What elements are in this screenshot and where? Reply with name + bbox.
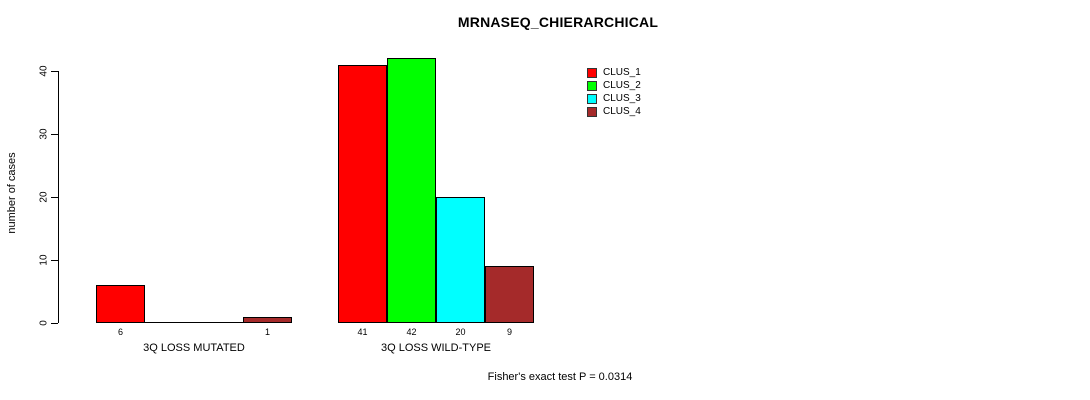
legend-item-clus_4: CLUS_4: [587, 105, 641, 118]
group-label: 3Q LOSS MUTATED: [143, 342, 245, 354]
fisher-test-annotation: Fisher's exact test P = 0.0314: [487, 371, 633, 383]
y-axis-tick: [51, 260, 58, 261]
bar-clus_2-group2: [387, 58, 436, 323]
zero-height-bar-clus_2-group1: [145, 322, 194, 323]
legend-swatch-icon: [587, 67, 597, 78]
y-axis-tick-label: 0: [38, 320, 50, 326]
legend-label: CLUS_4: [603, 106, 641, 117]
bar-value-label: 41: [357, 327, 368, 337]
legend-item-clus_1: CLUS_1: [587, 66, 641, 79]
bar-clus_1-group1: [96, 285, 145, 323]
bar-clus_4-group2: [485, 266, 534, 323]
zero-height-bar-clus_3-group1: [194, 322, 243, 323]
legend-item-clus_3: CLUS_3: [587, 92, 641, 105]
y-axis-tick-label: 40: [38, 65, 50, 77]
bar-clus_3-group2: [436, 197, 485, 323]
y-axis-tick: [51, 134, 58, 135]
legend-swatch-icon: [587, 93, 597, 104]
y-axis-tick-label: 10: [38, 254, 50, 266]
legend-swatch-icon: [587, 106, 597, 117]
bar-value-label: 1: [264, 327, 270, 337]
y-axis-tick-label: 30: [38, 128, 50, 140]
y-axis-tick: [51, 71, 58, 72]
bar-value-label: 20: [455, 327, 466, 337]
bar-clus_1-group2: [338, 65, 387, 323]
legend-item-clus_2: CLUS_2: [587, 79, 641, 92]
chart-title: MRNASEQ_CHIERARCHICAL: [457, 14, 659, 30]
bar-clus_4-group1: [243, 317, 292, 323]
legend: CLUS_1 CLUS_2 CLUS_3 CLUS_4: [587, 66, 641, 118]
legend-swatch-icon: [587, 80, 597, 91]
bar-value-label: 9: [506, 327, 512, 337]
y-axis-title: number of cases: [6, 152, 18, 234]
y-axis-tick: [51, 323, 58, 324]
y-axis-tick-label: 20: [38, 191, 50, 203]
legend-label: CLUS_3: [603, 93, 641, 104]
group-label: 3Q LOSS WILD-TYPE: [380, 342, 492, 354]
legend-label: CLUS_1: [603, 67, 641, 78]
legend-label: CLUS_2: [603, 80, 641, 91]
bar-value-label: 42: [406, 327, 417, 337]
y-axis-line: [58, 71, 59, 323]
y-axis-tick: [51, 197, 58, 198]
bar-value-label: 6: [117, 327, 123, 337]
